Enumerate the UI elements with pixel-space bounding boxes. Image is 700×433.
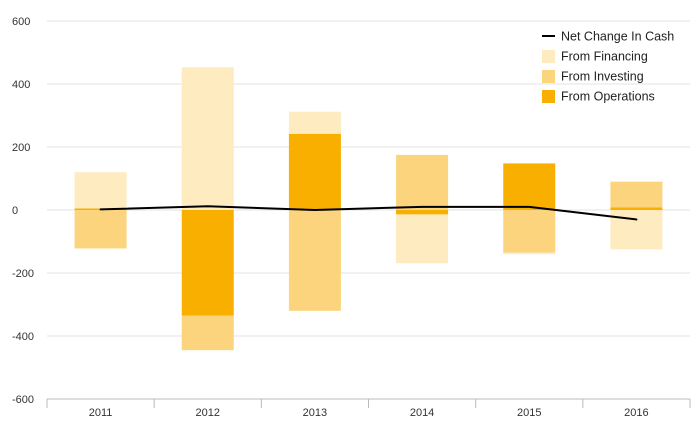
y-tick-label: -200: [12, 268, 34, 280]
legend-swatch: [542, 70, 555, 83]
bars-layer: [74, 67, 663, 351]
bar-from-operations-2014: [396, 210, 449, 215]
legend-swatch: [542, 50, 555, 63]
net-change-line-layer: [99, 205, 638, 221]
x-tick-label: 2011: [89, 407, 113, 419]
y-tick-label: -400: [12, 331, 34, 343]
bar-from-operations-2013: [288, 133, 341, 210]
x-tick-label: 2016: [624, 407, 648, 419]
bar-from-operations-2015: [503, 163, 556, 210]
bar-from-financing-2011: [74, 172, 127, 209]
x-tick-label: 2013: [303, 407, 327, 419]
x-tick-label: 2015: [517, 407, 541, 419]
x-tick-label: 2014: [410, 407, 434, 419]
bar-from-investing-2011: [74, 210, 127, 249]
y-tick-label: 600: [12, 16, 30, 28]
y-tick-label: 400: [12, 79, 30, 91]
legend-swatch: [542, 90, 555, 103]
bar-from-investing-2014: [396, 154, 449, 210]
y-tick-label: 0: [12, 205, 18, 217]
legend-label: Net Change In Cash: [561, 30, 674, 44]
net-change-line: [99, 205, 638, 221]
x-tick-label: 2012: [196, 407, 220, 419]
y-tick-label: 200: [12, 142, 30, 154]
legend-label: From Operations: [561, 90, 655, 104]
y-tick-label: -600: [12, 394, 34, 406]
bar-from-financing-2012: [181, 67, 234, 211]
bar-from-operations-2016: [610, 207, 663, 210]
bar-from-operations-2012: [181, 210, 234, 316]
bar-from-financing-2015: [503, 252, 556, 255]
axes-layer: 600 400 200 0 -200 -400 -600 2011 2012 2013 2014 20…: [12, 16, 691, 419]
legend-label: From Financing: [561, 50, 648, 64]
bar-from-financing-2013: [288, 111, 341, 134]
legend-label: From Investing: [561, 70, 644, 84]
bar-from-investing-2013: [288, 210, 341, 311]
bar-from-investing-2016: [610, 181, 663, 208]
bar-from-investing-2015: [503, 210, 556, 253]
bar-from-financing-2016: [610, 210, 663, 250]
bar-from-investing-2012: [181, 315, 234, 351]
legend: Net Change In Cash From Financing From Inv…: [542, 30, 674, 104]
bar-from-financing-2014: [396, 214, 449, 264]
